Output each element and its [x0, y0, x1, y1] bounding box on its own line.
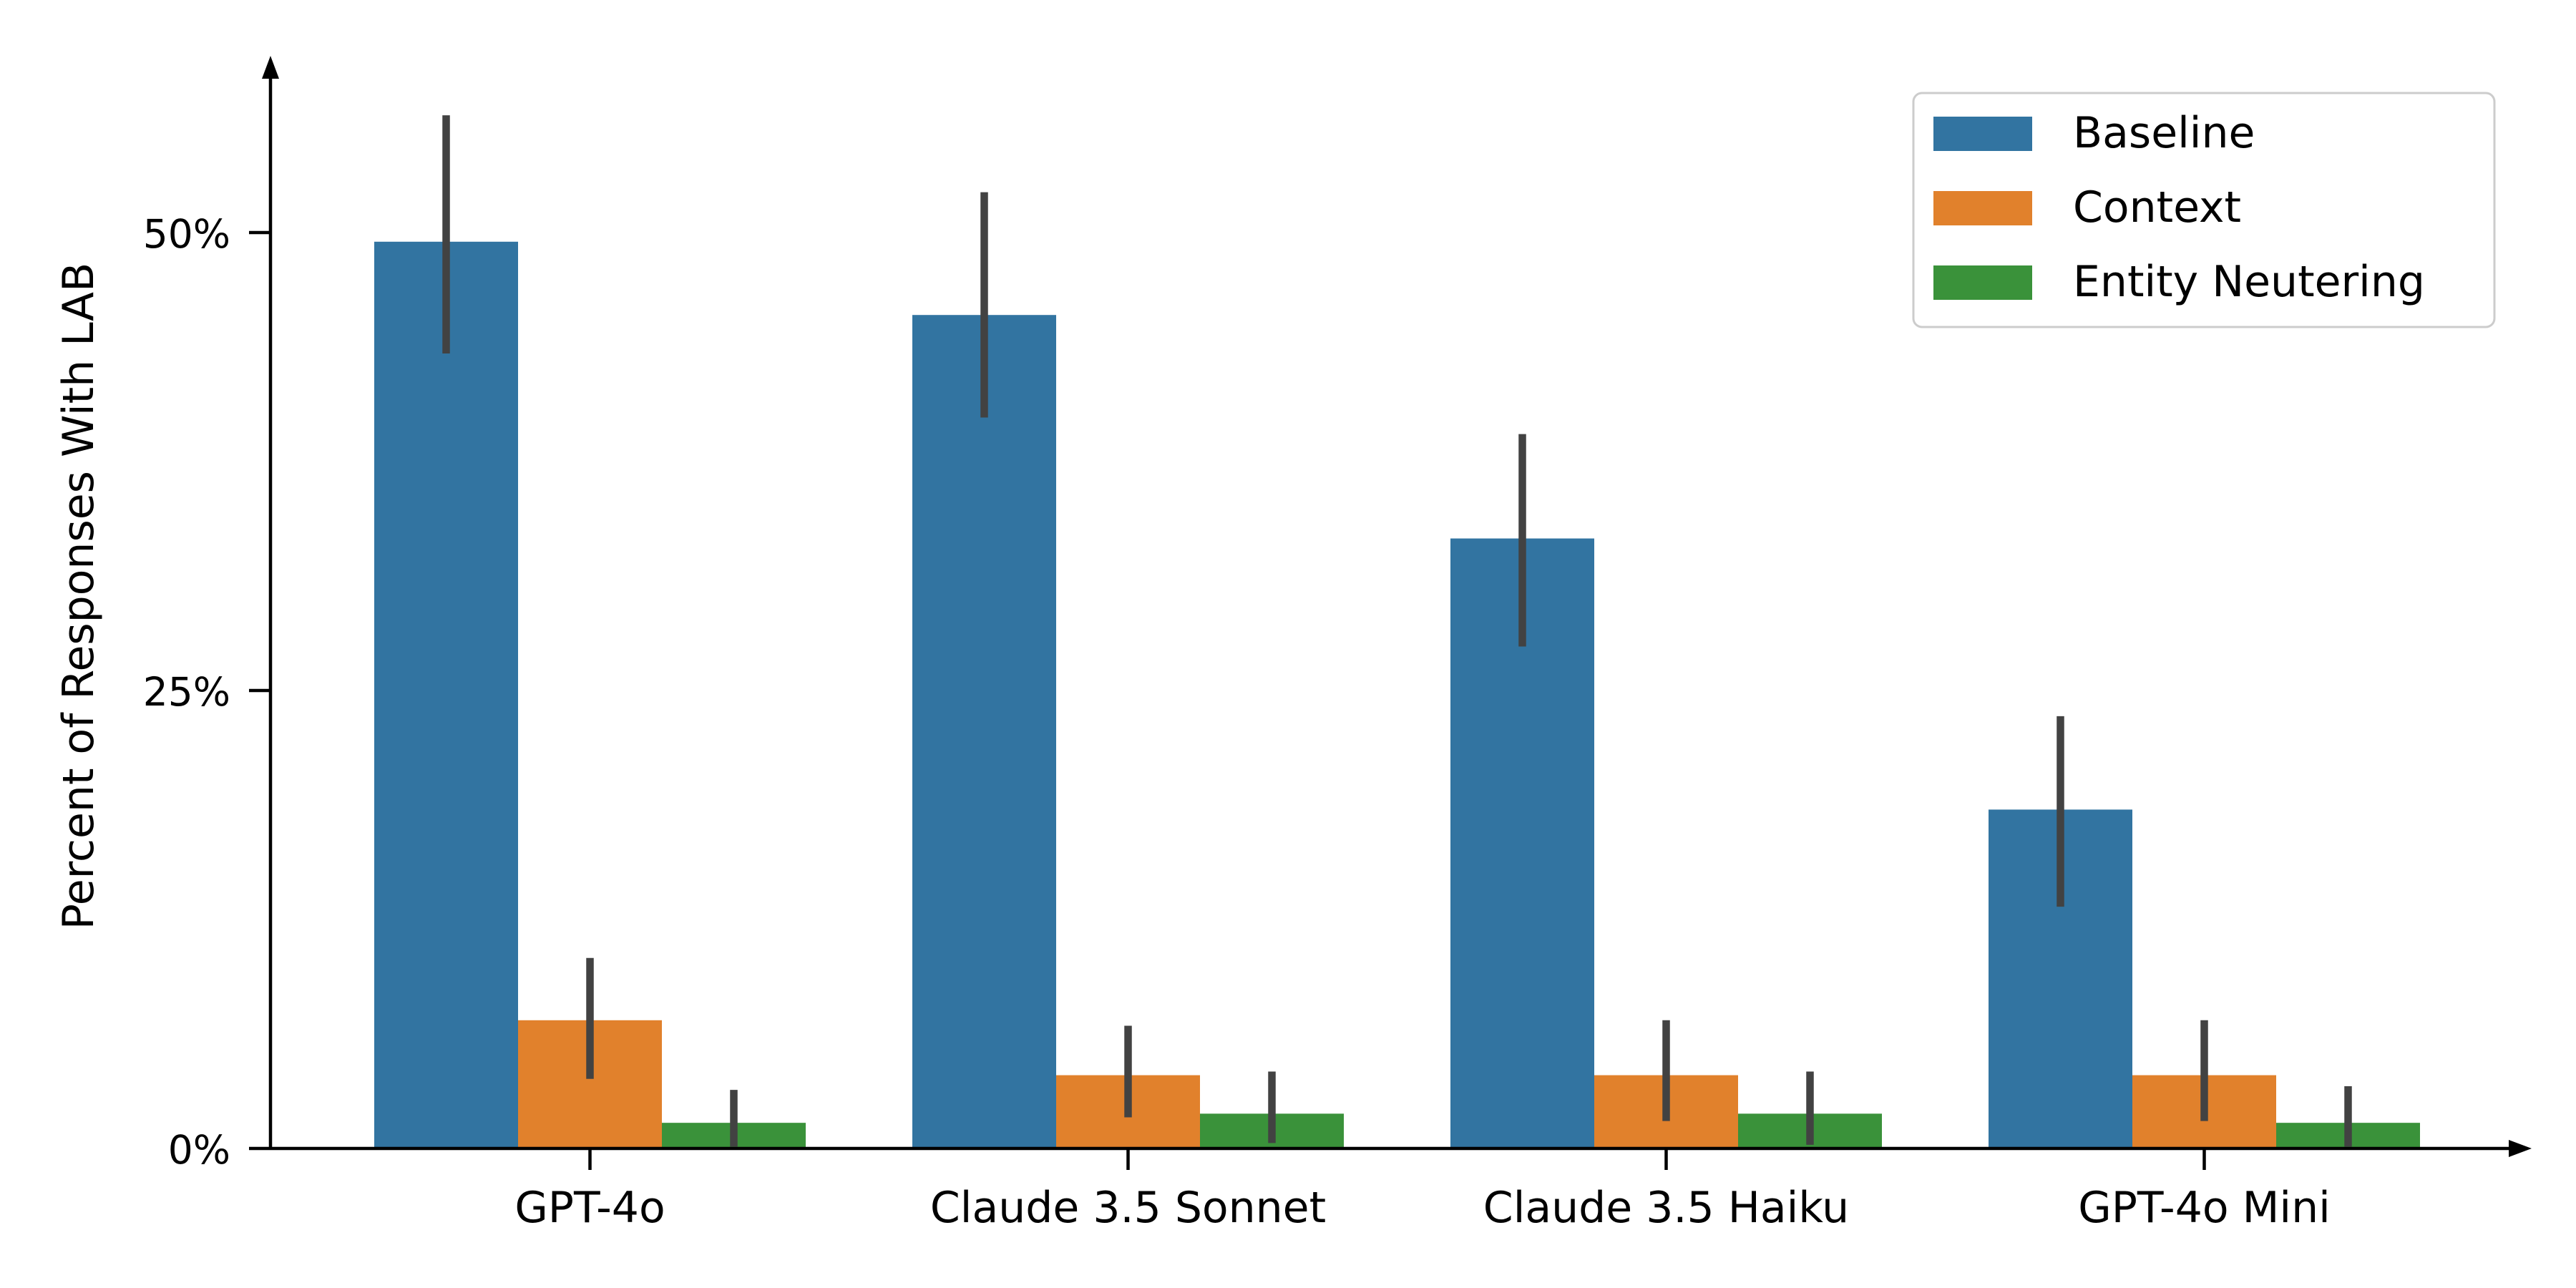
legend: Baseline Context Entity Neutering: [1912, 92, 2496, 328]
legend-frame: [1912, 92, 2496, 328]
y-axis-arrow: [262, 56, 279, 79]
error-bars-layer: [442, 115, 2352, 1147]
y-tick-label: 0%: [168, 1127, 230, 1173]
x-axis-arrow: [2509, 1140, 2532, 1157]
y-tick-label: 25%: [143, 669, 230, 715]
y-axis-label: Percent of Responses With LAB: [54, 263, 104, 930]
legend-label-entity-neutering: Entity Neutering: [2073, 257, 2425, 307]
y-tick-label: 50%: [143, 211, 230, 257]
bar-baseline-1: [912, 315, 1056, 1149]
x-tick-label: Claude 3.5 Haiku: [1483, 1183, 1849, 1233]
bars-layer: [374, 241, 2420, 1149]
x-tick-label: GPT-4o: [514, 1183, 665, 1233]
legend-label-baseline: Baseline: [2073, 108, 2255, 158]
y-ticks: 0% 25% 50%: [143, 211, 270, 1173]
legend-swatch-context: [1933, 191, 2032, 225]
legend-swatch-entity-neutering: [1933, 265, 2032, 300]
bar-baseline-0: [374, 241, 518, 1148]
x-ticks: GPT-4o Claude 3.5 Sonnet Claude 3.5 Haiku G…: [514, 1148, 2331, 1233]
x-tick-label: GPT-4o Mini: [2078, 1183, 2331, 1233]
legend-label-context: Context: [2073, 182, 2241, 233]
x-tick-label: Claude 3.5 Sonnet: [930, 1183, 1326, 1233]
legend-swatch-baseline: [1933, 117, 2032, 151]
